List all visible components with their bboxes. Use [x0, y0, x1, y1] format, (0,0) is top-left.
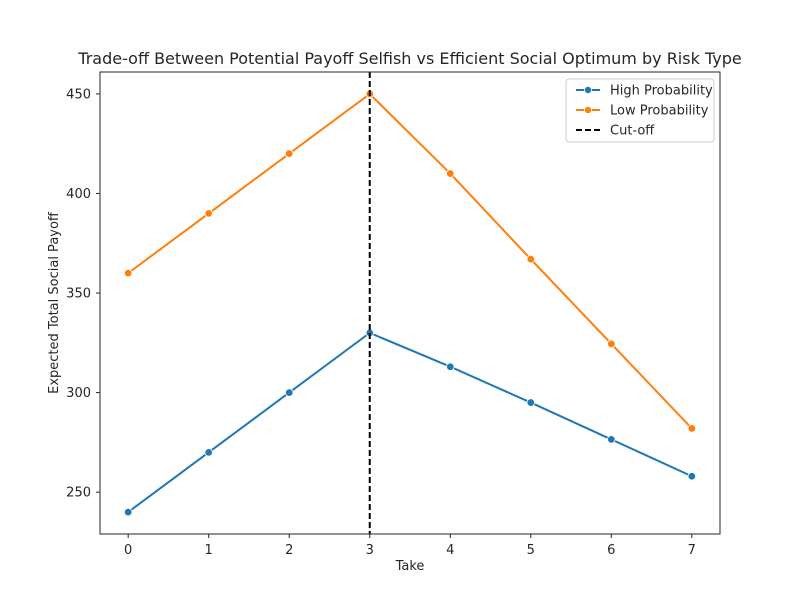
y-tick-label: 450 — [66, 87, 91, 102]
y-tick-label: 300 — [66, 386, 91, 401]
data-point-low-probability — [446, 169, 455, 178]
x-tick-label: 5 — [527, 543, 535, 558]
data-point-low-probability — [285, 149, 294, 158]
data-point-high-probability — [526, 398, 535, 407]
x-tick-label: 4 — [446, 543, 454, 558]
y-tick-label: 250 — [66, 486, 91, 501]
data-point-high-probability — [285, 388, 294, 397]
data-point-high-probability — [123, 507, 133, 517]
x-tick-label: 0 — [124, 543, 132, 558]
series-line-low-probability — [127, 92, 693, 430]
y-axis-label: Expected Total Social Payoff — [47, 211, 62, 394]
legend-label-low-probability: Low Probability — [610, 104, 709, 119]
plot-area — [123, 72, 697, 534]
data-point-low-probability — [687, 424, 697, 433]
data-point-high-probability — [687, 472, 697, 481]
legend-item-high-probability: High Probability — [576, 84, 713, 99]
data-point-high-probability — [607, 435, 616, 444]
legend-label-cut-off: Cut-off — [610, 124, 655, 139]
data-point-low-probability — [607, 339, 616, 349]
legend-item-low-probability: Low Probability — [576, 104, 709, 119]
y-tick-label: 400 — [66, 187, 91, 202]
legend-box — [565, 78, 715, 143]
x-axis: 0 1 2 3 4 5 6 7 — [124, 534, 696, 558]
x-axis-label: Take — [395, 559, 425, 574]
x-tick-label: 3 — [366, 543, 374, 558]
series-line-high-probability — [127, 331, 693, 513]
x-tick-label: 2 — [285, 543, 293, 558]
data-point-low-probability — [123, 268, 133, 278]
y-tick-label: 350 — [66, 287, 91, 302]
legend: High Probability Low Probability Cut-off — [565, 78, 715, 143]
y-axis: 250 300 350 400 450 — [66, 87, 100, 501]
plot-frame — [99, 71, 721, 535]
legend-marker-high-probability — [584, 86, 593, 95]
x-tick-label: 1 — [205, 543, 213, 558]
data-point-low-probability — [204, 209, 213, 218]
x-tick-label: 6 — [607, 543, 615, 558]
chart-title: Trade-off Between Potential Payoff Selfi… — [77, 49, 741, 68]
legend-item-cut-off: Cut-off — [576, 124, 655, 139]
data-point-high-probability — [204, 448, 213, 457]
legend-marker-low-probability — [584, 106, 593, 115]
x-tick-label: 7 — [688, 543, 696, 558]
data-point-low-probability — [526, 254, 535, 264]
data-point-high-probability — [446, 362, 455, 371]
legend-label-high-probability: High Probability — [610, 84, 713, 99]
